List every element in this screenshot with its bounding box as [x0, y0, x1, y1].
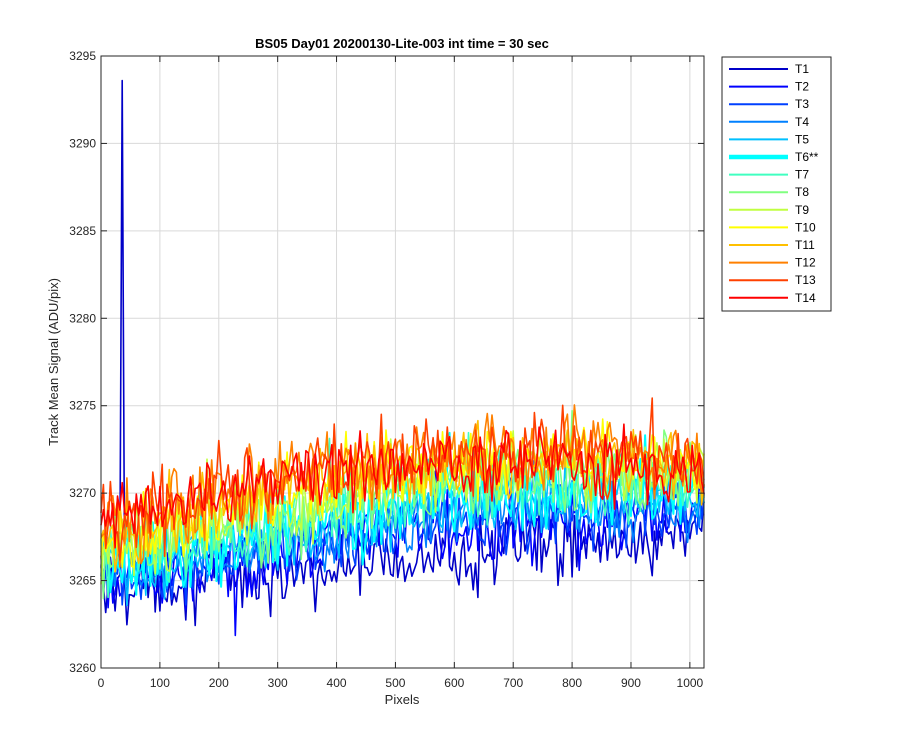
legend-label: T6**	[795, 150, 819, 164]
legend-label: T11	[795, 238, 815, 252]
legend-label: T4	[795, 115, 809, 129]
legend-box	[721, 56, 832, 312]
ticks: 0 100 200 300 400 500 600 700 800 900 1000 3260 3265…	[69, 49, 704, 690]
y-tick-label: 3280	[69, 311, 96, 325]
chart-title: BS05 Day01 20200130-Lite-003 int time = …	[255, 36, 549, 51]
y-tick-label: 3295	[69, 49, 96, 63]
legend-label: T1	[795, 62, 809, 76]
x-tick-label: 600	[444, 676, 464, 690]
series-line-T1	[100, 79, 705, 627]
legend-items: T1 T2 T3 T4 T5 T6** T7 T8 T9 T10 T11 T12 T13 T14	[729, 62, 819, 305]
x-tick-label: 300	[268, 676, 288, 690]
x-tick-label: 500	[385, 676, 405, 690]
legend-label: T12	[795, 256, 816, 270]
x-tick-label: 700	[503, 676, 523, 690]
y-tick-label: 3260	[69, 661, 96, 675]
x-tick-label: 100	[150, 676, 170, 690]
x-tick-label: 400	[327, 676, 347, 690]
legend-label: T10	[795, 220, 816, 234]
legend-label: T5	[795, 132, 809, 146]
x-tick-label: 200	[209, 676, 229, 690]
x-tick-label: 1000	[677, 676, 704, 690]
y-tick-label: 3290	[69, 136, 96, 150]
legend-label: T3	[795, 97, 809, 111]
plot-frame	[100, 55, 705, 669]
legend-label: T14	[795, 291, 816, 305]
legend-label: T13	[795, 273, 816, 287]
legend-label: T2	[795, 80, 809, 94]
y-tick-label: 3285	[69, 224, 96, 238]
x-tick-label: 0	[98, 676, 105, 690]
x-tick-label: 800	[562, 676, 582, 690]
y-tick-label: 3270	[69, 486, 96, 500]
legend: T1 T2 T3 T4 T5 T6** T7 T8 T9 T10 T11 T12 T13 T14	[721, 56, 832, 312]
y-tick-label: 3265	[69, 574, 96, 588]
series-line-T14	[100, 423, 705, 549]
legend-label: T9	[795, 203, 809, 217]
x-tick-label: 900	[621, 676, 641, 690]
series-line-T10	[100, 418, 705, 569]
legend-label: T8	[795, 185, 809, 199]
y-axis-label: Track Mean Signal (ADU/pix)	[46, 278, 61, 446]
y-tick-label: 3275	[69, 399, 96, 413]
legend-label: T7	[795, 168, 809, 182]
series-layer	[100, 79, 705, 637]
x-axis-label: Pixels	[385, 692, 420, 707]
